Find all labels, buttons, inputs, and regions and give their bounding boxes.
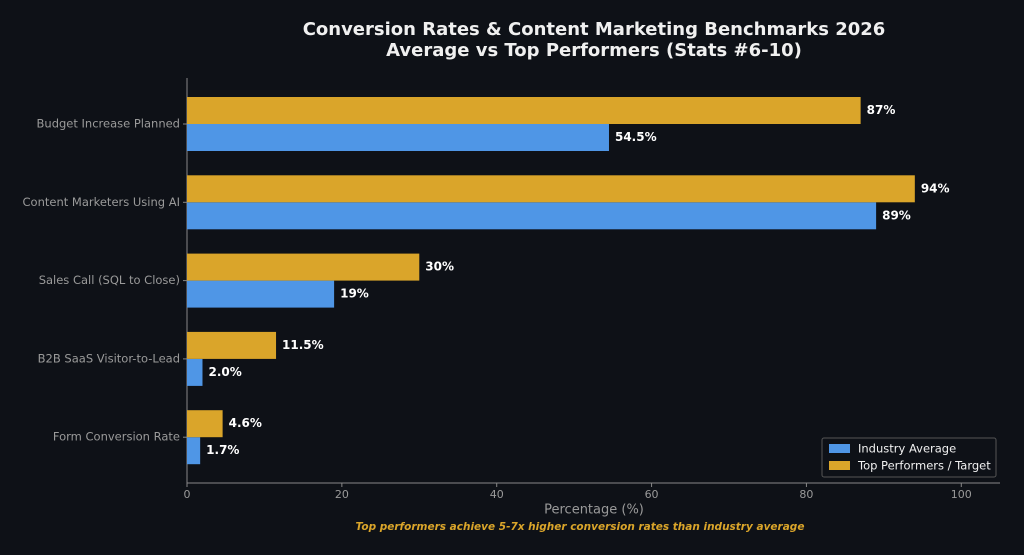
y-tick-label: Form Conversion Rate <box>53 430 180 444</box>
value-label: 19% <box>340 287 369 301</box>
legend-swatch <box>829 461 850 470</box>
y-tick-label: Budget Increase Planned <box>37 117 180 131</box>
bar <box>187 97 861 124</box>
x-axis-label: Percentage (%) <box>544 503 644 518</box>
footnote: Top performers achieve 5-7x higher conve… <box>356 521 805 533</box>
x-tick-label: 0 <box>184 488 191 501</box>
value-label: 1.7% <box>206 443 239 457</box>
bar <box>187 358 203 386</box>
legend-swatch <box>829 444 850 453</box>
value-label: 2.0% <box>208 365 241 379</box>
y-tick-label: Content Marketers Using AI <box>23 195 180 209</box>
value-label: 94% <box>921 181 950 195</box>
value-label: 30% <box>425 260 454 274</box>
bar <box>187 124 609 151</box>
bar <box>187 410 223 438</box>
chart-subtitle: Average vs Top Performers (Stats #6-10) <box>386 40 802 61</box>
x-tick-label: 40 <box>490 488 504 501</box>
value-label: 87% <box>867 103 896 117</box>
bar <box>187 253 420 281</box>
bar <box>187 331 277 359</box>
x-tick-label: 80 <box>799 488 813 501</box>
value-label: 4.6% <box>229 416 262 430</box>
bar <box>187 202 877 230</box>
value-label: 54.5% <box>615 130 657 144</box>
y-tick-label: Sales Call (SQL to Close) <box>39 273 180 287</box>
chart-title: Conversion Rates & Content Marketing Ben… <box>303 19 886 40</box>
x-tick-label: 60 <box>645 488 659 501</box>
y-tick-label: B2B SaaS Visitor-to-Lead <box>38 351 180 365</box>
bar <box>187 280 335 308</box>
value-label: 11.5% <box>282 338 324 352</box>
x-tick-label: 100 <box>951 488 972 501</box>
legend-box <box>821 437 997 478</box>
legend-label: Industry Average <box>858 442 956 456</box>
legend-label: Top Performers / Target <box>857 459 991 473</box>
bar <box>187 437 201 465</box>
value-label: 89% <box>882 208 911 222</box>
bar <box>187 175 915 203</box>
x-tick-label: 20 <box>335 488 349 501</box>
